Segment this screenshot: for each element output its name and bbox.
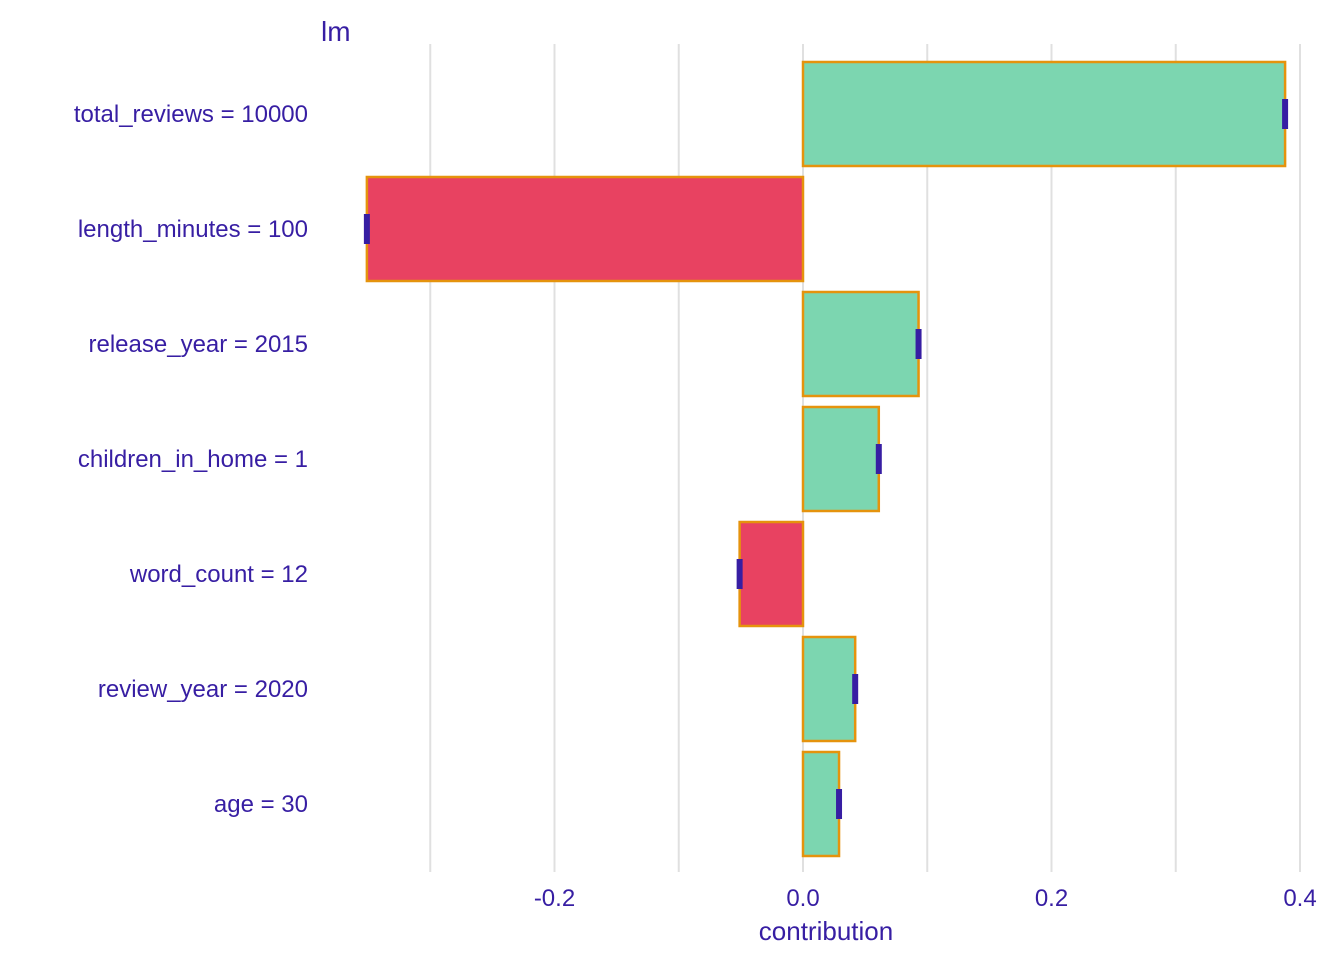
- category-label-1: length_minutes = 100: [78, 216, 308, 243]
- bar-layer: [365, 60, 1287, 858]
- category-label-2: release_year = 2015: [89, 331, 309, 358]
- category-label-6: age = 30: [214, 791, 308, 818]
- x-tick-label-2: 0.2: [1035, 885, 1068, 912]
- bar-end-marker-6: [836, 789, 843, 819]
- marker-layer: [363, 99, 1289, 819]
- x-tick-label-0: -0.2: [534, 885, 575, 912]
- bar-end-marker-4: [736, 559, 743, 589]
- bar-end-marker-0: [1282, 99, 1289, 129]
- chart-title: lm: [321, 16, 351, 47]
- label-layer: total_reviews = 10000 length_minutes = 10…: [74, 101, 308, 818]
- x-axis-title: contribution: [759, 916, 893, 946]
- bar-1: [365, 175, 805, 283]
- x-tick-label-1: 0.0: [786, 885, 819, 912]
- bar-5: [801, 635, 857, 743]
- bar-3: [801, 405, 881, 513]
- x-tick-label-3: 0.4: [1283, 885, 1316, 912]
- bar-6: [801, 750, 841, 858]
- bar-4: [738, 520, 805, 628]
- bar-0: [801, 60, 1287, 168]
- category-label-3: children_in_home = 1: [78, 446, 308, 473]
- tick-layer: -0.2 0.0 0.2 0.4: [534, 885, 1317, 912]
- category-label-4: word_count = 12: [129, 561, 308, 588]
- bar-2: [801, 290, 920, 398]
- bar-end-marker-1: [363, 214, 370, 244]
- bar-end-marker-5: [852, 674, 859, 704]
- category-label-0: total_reviews = 10000: [74, 101, 308, 128]
- bar-end-marker-2: [915, 329, 922, 359]
- bar-end-marker-3: [875, 444, 882, 474]
- category-label-5: review_year = 2020: [98, 676, 308, 703]
